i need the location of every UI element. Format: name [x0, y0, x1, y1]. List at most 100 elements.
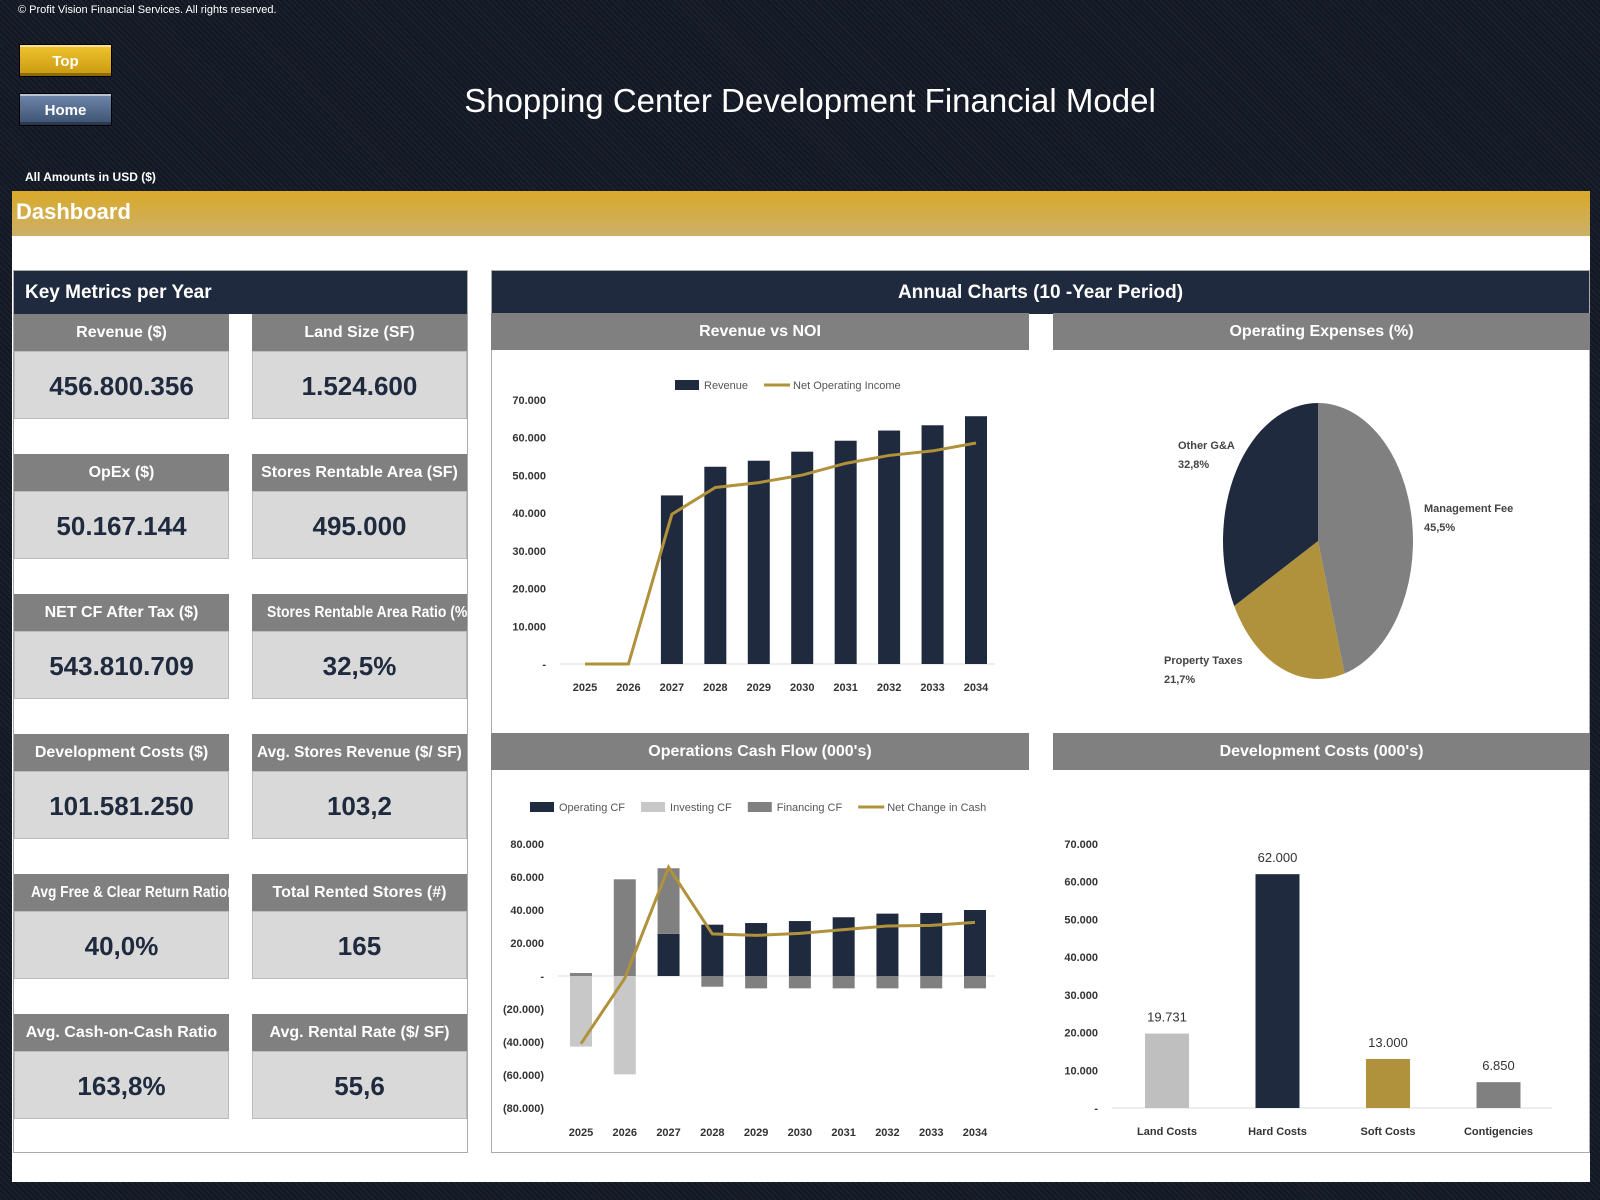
cashflow-bar	[613, 976, 636, 1075]
top-button[interactable]: Top	[19, 44, 112, 77]
metric-value: 163,8%	[14, 1051, 229, 1119]
y-tick-label: 20.000	[1064, 1028, 1098, 1040]
x-tick-label: 2029	[747, 682, 771, 694]
metric-label: Revenue ($)	[76, 324, 167, 341]
y-tick-label: -	[540, 971, 544, 983]
cashflow-bar	[920, 976, 943, 989]
metric-card: Avg Free & Clear Return Ration 40,0%	[14, 874, 229, 979]
metric-card: Avg. Rental Rate ($/ SF) 55,6	[252, 1014, 467, 1119]
devcost-bar	[1145, 1033, 1189, 1108]
revenue-bar	[791, 451, 814, 664]
y-tick-label: (40.000)	[503, 1037, 544, 1049]
y-tick-label: -	[1094, 1103, 1098, 1115]
noi-line	[585, 441, 977, 666]
y-tick-label: 60.000	[510, 872, 544, 884]
metric-card: Land Size (SF) 1.524.600	[252, 314, 467, 419]
cashflow-title: Operations Cash Flow (000's)	[491, 733, 1029, 770]
cashflow-bar	[964, 910, 986, 976]
legend-label: Revenue	[704, 380, 748, 392]
pie-percent: 45,5%	[1424, 522, 1455, 534]
metric-value: 1.524.600	[252, 351, 467, 419]
legend-swatch	[747, 802, 772, 812]
metric-label: OpEx ($)	[88, 464, 155, 481]
y-tick-label: -	[542, 659, 546, 671]
cashflow-bar	[876, 976, 899, 989]
metric-label: Total Rented Stores (#)	[272, 884, 447, 901]
cashflow-bar	[876, 913, 899, 976]
revenue-bar	[965, 416, 987, 664]
metric-value: 165	[252, 911, 467, 979]
y-tick-label: 50.000	[1064, 914, 1098, 926]
data-label: 6.850	[1482, 1058, 1515, 1073]
metric-header: Avg. Cash-on-Cash Ratio	[14, 1014, 229, 1051]
x-tick-label: 2026	[613, 1127, 637, 1139]
pie-slice	[1318, 403, 1413, 674]
y-tick-label: 40.000	[1064, 952, 1098, 964]
legend-label: Net Operating Income	[793, 380, 901, 392]
metric-header: Development Costs ($)	[14, 734, 229, 771]
metric-header: Avg. Stores Revenue ($/ SF)	[252, 734, 467, 771]
y-tick-label: 70.000	[512, 395, 546, 407]
metric-card: Avg. Stores Revenue ($/ SF) 103,2	[252, 734, 467, 839]
metric-card: OpEx ($) 50.167.144	[14, 454, 229, 559]
x-tick-label: 2032	[877, 682, 901, 694]
revenue-bar	[660, 495, 683, 664]
page-title: Shopping Center Development Financial Mo…	[464, 82, 1156, 119]
metric-value: 495.000	[252, 491, 467, 559]
currency-note: All Amounts in USD ($)	[25, 170, 156, 184]
metric-label: Avg. Rental Rate ($/ SF)	[269, 1024, 450, 1041]
key-metrics-title: Key Metrics per Year	[14, 271, 467, 314]
legend-swatch	[530, 802, 554, 812]
metric-header: Stores Rentable Area Ratio (%)	[252, 594, 467, 631]
x-tick-label: 2026	[616, 682, 640, 694]
x-tick-label: Hard Costs	[1248, 1126, 1307, 1138]
x-tick-label: 2030	[788, 1127, 812, 1139]
cashflow-bar	[570, 973, 592, 976]
charts-panel: Annual Charts (10 -Year Period)	[491, 270, 1590, 1153]
legend-swatch	[641, 802, 666, 812]
metric-header: Land Size (SF)	[252, 314, 467, 351]
x-tick-label: 2034	[963, 1127, 988, 1139]
pie-slice	[1223, 403, 1318, 606]
y-tick-label: 50.000	[512, 470, 546, 482]
metric-value: 101.581.250	[14, 771, 229, 839]
cashflow-bar	[788, 976, 811, 989]
revenue-bar	[704, 466, 727, 664]
cashflow-bar	[613, 879, 636, 976]
legend-label: Net Change in Cash	[887, 802, 986, 814]
cashflow-bar	[832, 976, 855, 989]
revenue-bar	[921, 425, 944, 664]
revenue-noi-title: Revenue vs NOI	[491, 313, 1029, 350]
metric-card: Development Costs ($) 101.581.250	[14, 734, 229, 839]
x-tick-label: 2025	[569, 1127, 593, 1139]
x-tick-label: Contigencies	[1464, 1126, 1533, 1138]
x-tick-label: 2027	[656, 1127, 680, 1139]
metric-header: Stores Rentable Area (SF)	[252, 454, 467, 491]
home-button[interactable]: Home	[19, 93, 112, 126]
x-tick-label: 2030	[790, 682, 814, 694]
metric-header: Revenue ($)	[14, 314, 229, 351]
metric-value: 40,0%	[14, 911, 229, 979]
section-title: Dashboard	[12, 191, 1590, 236]
y-tick-label: 60.000	[512, 433, 546, 445]
devcost-bar	[1255, 874, 1300, 1108]
metric-value: 50.167.144	[14, 491, 229, 559]
pie-label: Management Fee	[1424, 503, 1513, 515]
pie-percent: 21,7%	[1164, 674, 1195, 686]
metric-card: Stores Rentable Area Ratio (%) 32,5%	[252, 594, 467, 699]
revenue-bar	[747, 460, 770, 664]
y-tick-label: 10.000	[512, 621, 546, 633]
metric-value: 543.810.709	[14, 631, 229, 699]
x-tick-label: Soft Costs	[1361, 1126, 1416, 1138]
y-tick-label: 40.000	[512, 508, 546, 520]
y-tick-label: (80.000)	[503, 1103, 544, 1115]
metric-header: Avg Free & Clear Return Ration	[14, 874, 229, 911]
x-tick-label: 2028	[703, 682, 727, 694]
legend-label: Investing CF	[670, 802, 732, 814]
metric-header: OpEx ($)	[14, 454, 229, 491]
y-tick-label: (20.000)	[503, 1004, 544, 1016]
metric-card: NET CF After Tax ($) 543.810.709	[14, 594, 229, 699]
y-tick-label: 10.000	[1064, 1065, 1098, 1077]
legend-label: Financing CF	[777, 802, 843, 814]
